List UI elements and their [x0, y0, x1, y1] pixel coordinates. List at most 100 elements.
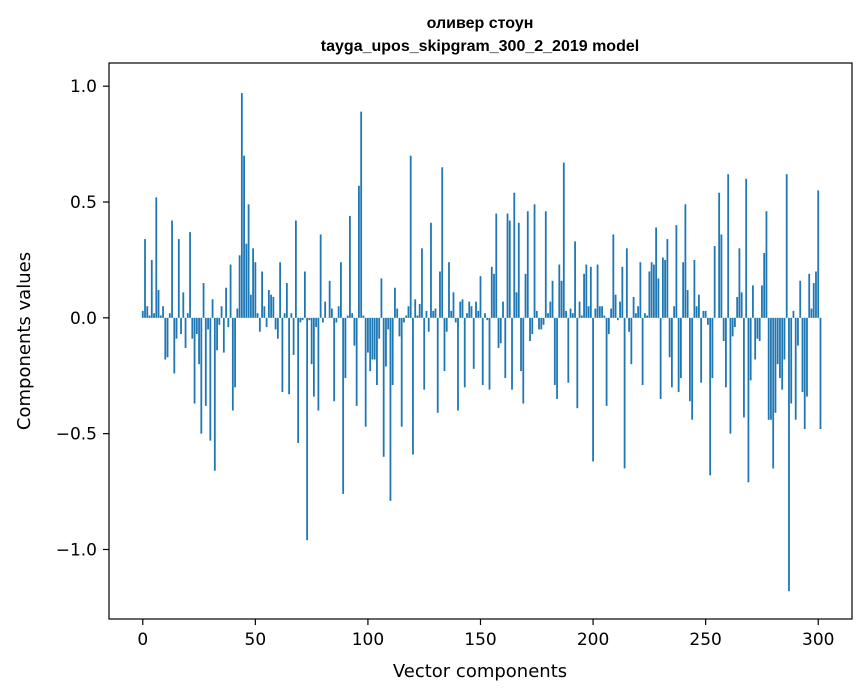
bar	[551, 280, 554, 318]
bar	[240, 93, 243, 318]
bar	[434, 308, 437, 318]
bar	[416, 315, 419, 318]
bar	[598, 306, 601, 318]
bar	[571, 313, 574, 318]
bar	[180, 317, 182, 335]
bar	[565, 310, 567, 318]
bar	[263, 306, 266, 318]
bar	[283, 313, 286, 318]
bar-series	[141, 93, 822, 592]
bar	[173, 317, 176, 374]
bar	[797, 317, 799, 346]
y-tick-label: 0.5	[70, 193, 97, 213]
bar	[625, 248, 628, 318]
bar	[583, 273, 585, 318]
bar	[427, 317, 430, 332]
bar	[166, 317, 169, 358]
bar	[331, 308, 333, 318]
bar	[524, 273, 527, 318]
bar	[664, 259, 667, 318]
bar	[758, 317, 761, 341]
bar	[612, 234, 615, 318]
bar	[288, 317, 291, 395]
y-axis-ticks: −1.0 −0.5 0.0 0.5 1.0	[56, 77, 109, 561]
bar	[247, 204, 250, 318]
bar	[781, 317, 784, 390]
bar	[177, 239, 180, 318]
bar	[373, 317, 376, 360]
bar	[574, 241, 576, 318]
bar	[806, 317, 808, 397]
bar	[673, 306, 676, 318]
bar	[168, 313, 171, 318]
bar	[340, 262, 342, 318]
bar	[610, 308, 612, 318]
bar	[646, 315, 649, 318]
bar	[157, 290, 160, 318]
bar	[747, 317, 750, 483]
bar	[279, 262, 282, 318]
bar	[774, 317, 777, 413]
bar	[457, 317, 459, 411]
bar	[691, 317, 694, 420]
x-tick-label: 200	[577, 630, 609, 650]
bar	[632, 296, 635, 318]
bar	[450, 310, 453, 318]
y-tick-label: 0.0	[70, 309, 97, 329]
bar	[499, 317, 502, 344]
bar	[731, 317, 734, 337]
bar	[603, 315, 606, 318]
bar	[542, 317, 545, 325]
bar	[349, 215, 351, 318]
bar	[488, 317, 491, 390]
bar	[463, 317, 466, 388]
bar	[592, 317, 594, 462]
bar	[533, 204, 536, 318]
x-tick-label: 100	[352, 630, 384, 650]
bar	[520, 317, 522, 372]
bar	[643, 313, 646, 318]
bar	[328, 280, 331, 318]
bar	[752, 285, 754, 318]
bar	[249, 294, 252, 318]
bar	[659, 317, 662, 399]
bar	[371, 317, 374, 360]
bar	[556, 317, 558, 399]
bar	[605, 317, 608, 406]
bar	[549, 301, 552, 318]
bar	[743, 317, 745, 418]
bar	[270, 294, 273, 318]
bar	[772, 317, 775, 469]
bar	[355, 317, 358, 406]
bar	[477, 310, 480, 318]
bar	[727, 174, 730, 318]
bar	[200, 317, 203, 434]
bar	[756, 317, 759, 339]
bar	[688, 317, 691, 402]
bar	[495, 213, 498, 318]
bar	[153, 313, 155, 318]
bar	[799, 280, 802, 318]
bar	[409, 155, 412, 318]
bar	[353, 317, 356, 346]
bar	[526, 211, 529, 318]
bar	[186, 313, 189, 318]
bar	[637, 306, 640, 318]
bar	[315, 317, 318, 328]
plot-frame	[108, 62, 853, 620]
bar	[522, 317, 525, 404]
bar	[652, 264, 655, 318]
bar	[754, 317, 757, 360]
bar	[459, 301, 462, 318]
bar	[209, 317, 212, 441]
bar	[292, 317, 295, 355]
bar	[666, 239, 669, 318]
bar	[587, 306, 590, 318]
bar	[468, 301, 471, 318]
bar	[369, 317, 372, 372]
bar	[421, 248, 423, 318]
bar	[538, 317, 540, 330]
bar	[234, 317, 236, 388]
bar	[790, 317, 793, 404]
bar	[146, 306, 149, 318]
